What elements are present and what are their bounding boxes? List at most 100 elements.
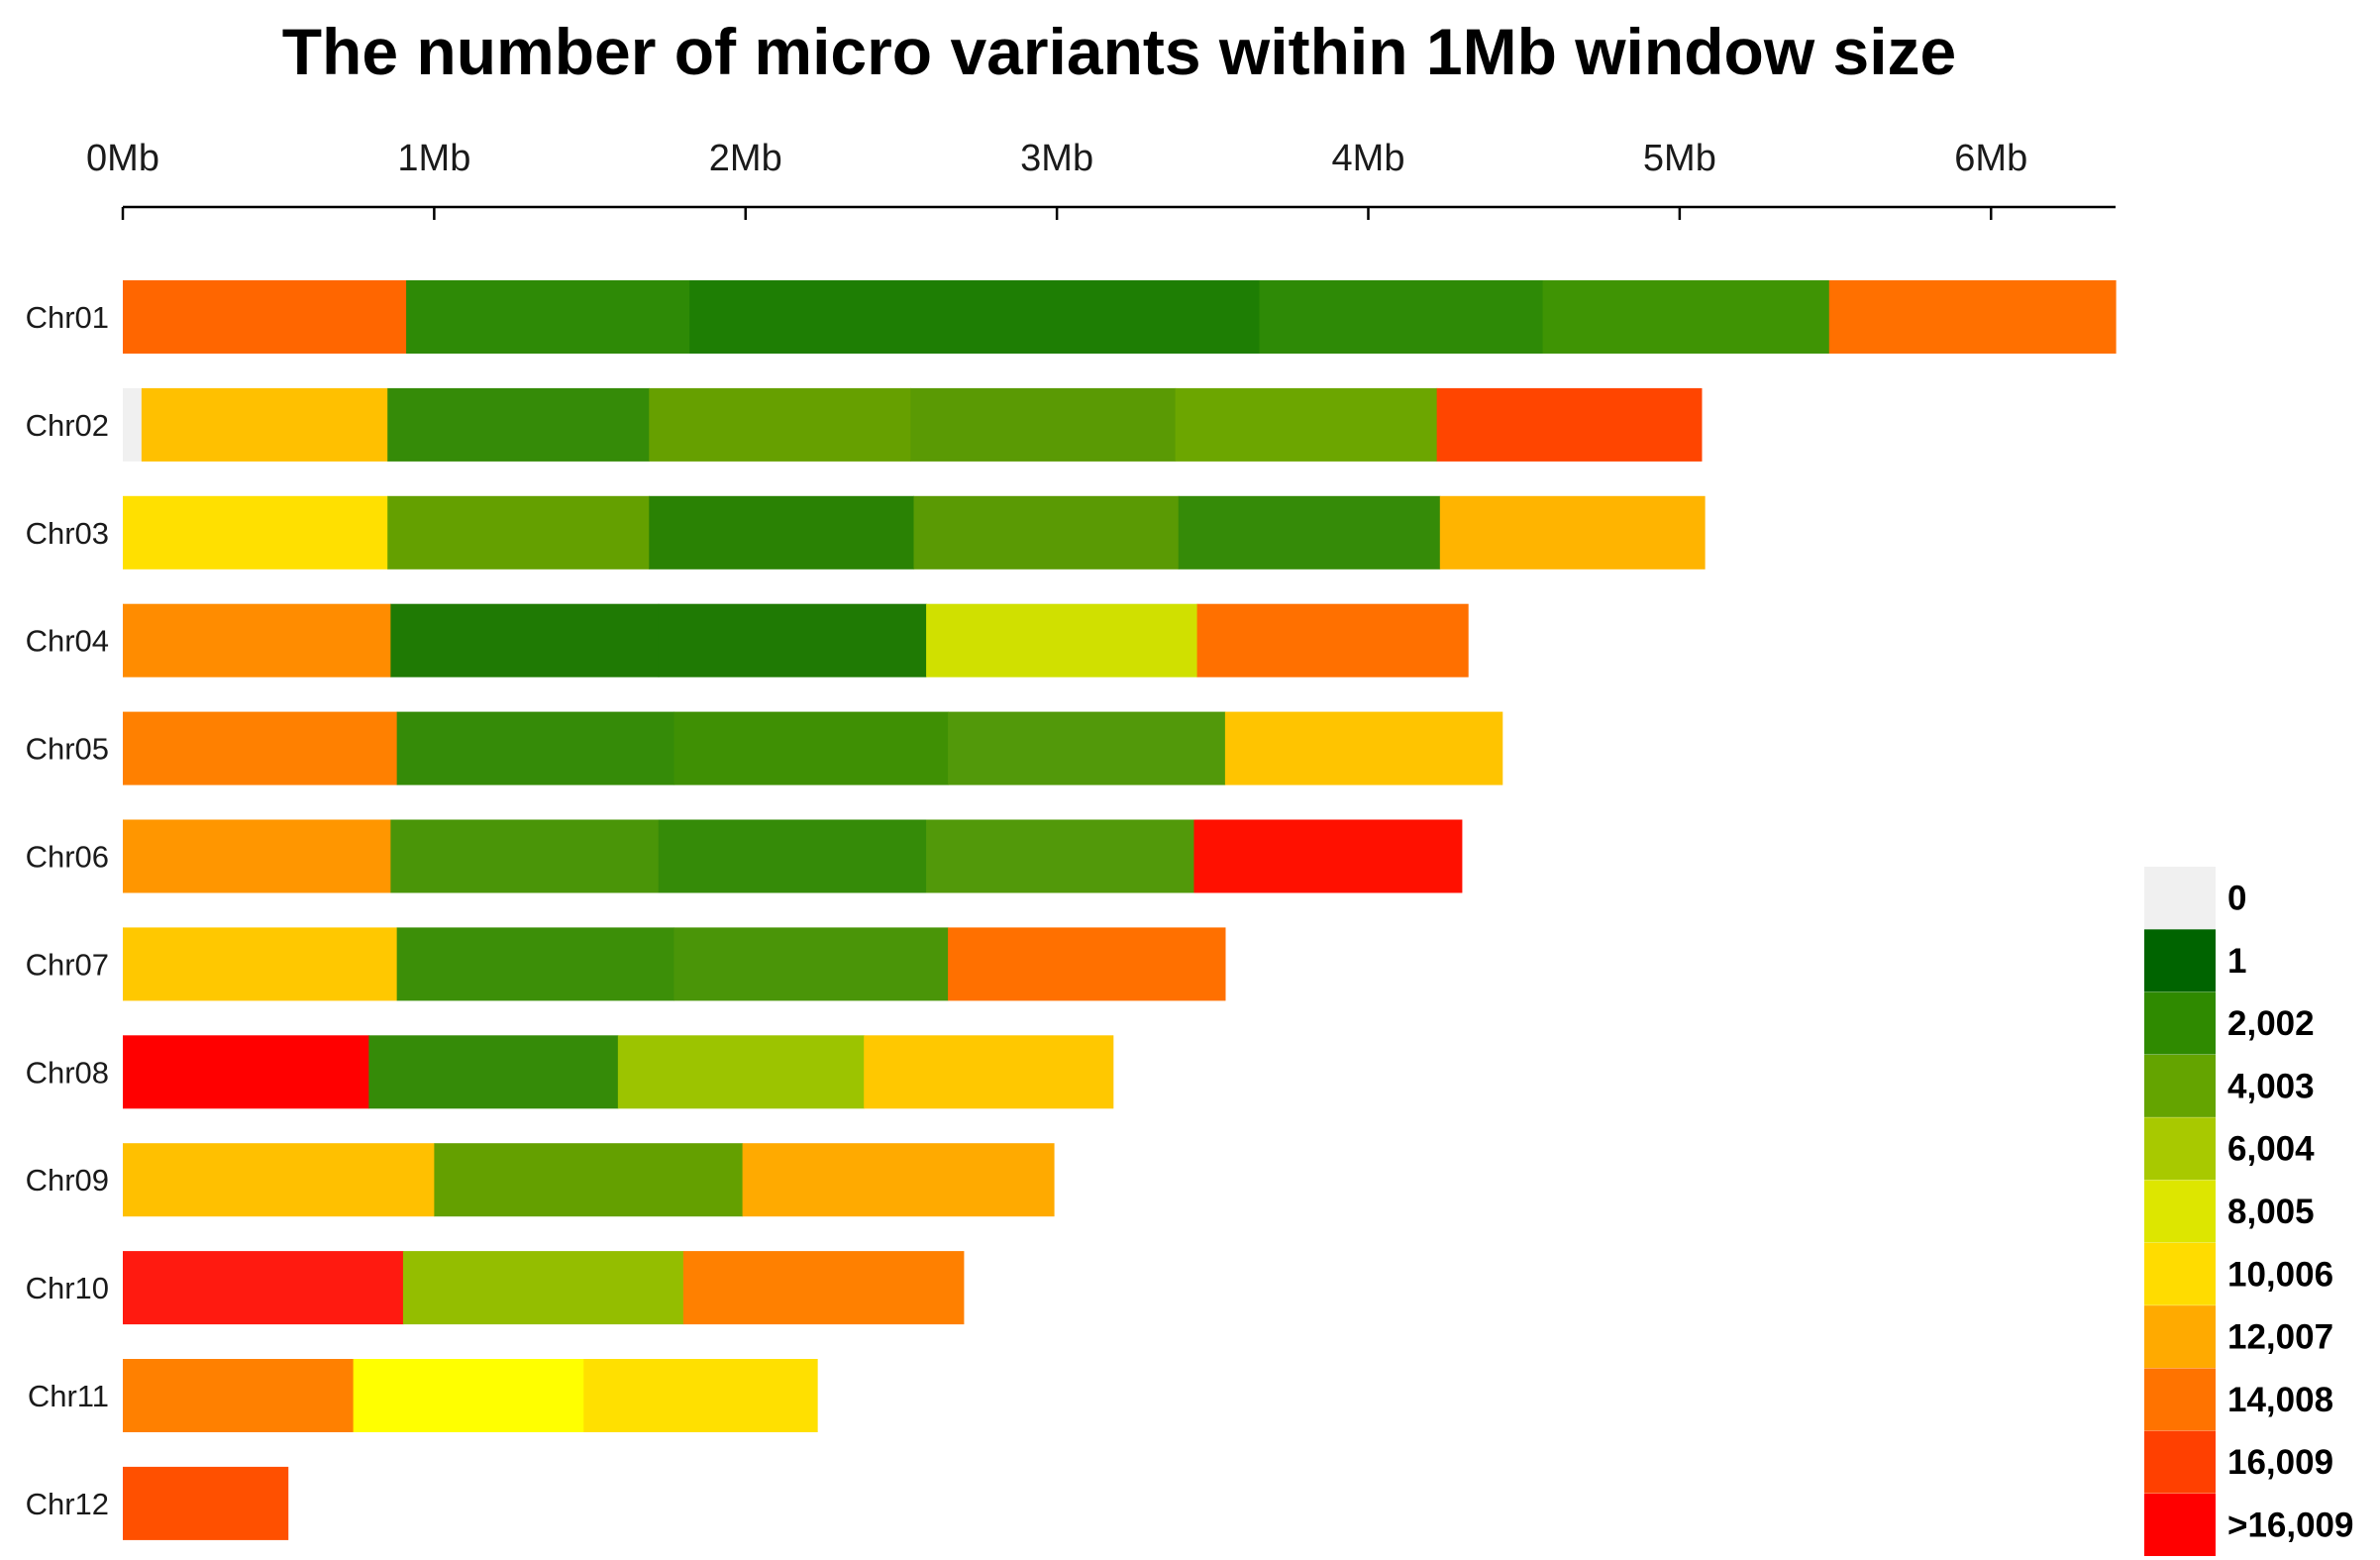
bin-segment xyxy=(658,819,927,893)
x-axis: 0Mb 1Mb 2Mb 3Mb 4Mb 5Mb 6Mb xyxy=(86,138,2116,220)
bin-segment xyxy=(682,1251,965,1325)
bin-segment xyxy=(141,387,388,462)
bin-segment xyxy=(123,1466,289,1540)
bin-segment xyxy=(353,1359,584,1432)
chromosome-labels: Chr01 Chr02 Chr03 Chr04 Chr05 Chr06 Chr07 Chr08… xyxy=(26,300,109,1521)
chromosome-label: Chr09 xyxy=(26,1163,109,1197)
x-tick-label: 6Mb xyxy=(1954,138,2027,179)
legend-swatch xyxy=(2144,1242,2216,1305)
bin-segment xyxy=(123,387,143,462)
bin-segment xyxy=(973,280,1261,354)
chromosome-bar-chr03 xyxy=(123,495,1706,570)
chromosome-bars xyxy=(123,280,2117,1540)
legend-label: >16,009 xyxy=(2227,1507,2354,1545)
chromosome-bar-chr11 xyxy=(123,1359,818,1432)
bin-segment xyxy=(123,495,388,570)
bin-segment xyxy=(434,1143,744,1217)
legend-swatch xyxy=(2144,929,2216,992)
x-tick-label: 0Mb xyxy=(86,138,159,179)
bin-segment xyxy=(948,927,1226,1001)
bin-segment xyxy=(1439,495,1706,570)
bin-segment xyxy=(673,927,949,1001)
bin-segment xyxy=(1175,387,1438,462)
chromosome-bar-chr07 xyxy=(123,927,1226,1001)
bin-segment xyxy=(123,1359,355,1432)
chromosome-bar-chr08 xyxy=(123,1035,1114,1109)
bin-segment xyxy=(1828,280,2117,354)
bin-segment xyxy=(649,495,915,570)
legend-label: 4,003 xyxy=(2227,1067,2315,1105)
legend-swatch xyxy=(2144,1494,2216,1556)
bin-segment xyxy=(583,1359,818,1432)
bin-segment xyxy=(926,603,1198,677)
chromosome-label: Chr02 xyxy=(26,408,109,443)
bin-segment xyxy=(948,711,1226,785)
bin-segment xyxy=(390,603,660,677)
legend-label: 0 xyxy=(2227,880,2246,918)
legend-label: 10,006 xyxy=(2227,1255,2333,1294)
legend-swatch xyxy=(2144,1368,2216,1431)
x-tick-label: 2Mb xyxy=(709,138,782,179)
chromosome-bar-chr05 xyxy=(123,711,1503,785)
legend-label: 14,008 xyxy=(2227,1381,2333,1419)
bin-segment xyxy=(123,711,398,785)
bin-segment xyxy=(617,1035,865,1109)
bin-segment xyxy=(123,603,391,677)
legend: 0 1 2,002 4,003 6,004 8,005 10,006 12,007 14,008… xyxy=(2144,867,2354,1556)
legend-swatch xyxy=(2144,1430,2216,1494)
chromosome-bar-chr10 xyxy=(123,1251,965,1325)
chromosome-label: Chr10 xyxy=(26,1271,109,1305)
legend-swatch xyxy=(2144,1305,2216,1369)
bin-segment xyxy=(368,1035,619,1109)
bin-segment xyxy=(1178,495,1441,570)
chromosome-label: Chr04 xyxy=(26,624,109,659)
bin-segment xyxy=(864,1035,1114,1109)
chromosome-bar-chr02 xyxy=(123,387,1703,462)
legend-label: 2,002 xyxy=(2227,1004,2315,1043)
bin-segment xyxy=(913,495,1180,570)
chromosome-label: Chr08 xyxy=(26,1055,109,1090)
chromosome-label: Chr11 xyxy=(28,1379,109,1413)
chromosome-label: Chr05 xyxy=(26,732,109,767)
x-tick-label: 1Mb xyxy=(397,138,470,179)
bin-segment xyxy=(402,1251,684,1325)
x-tick-label: 4Mb xyxy=(1332,138,1405,179)
bin-segment xyxy=(123,819,391,893)
chromosome-label: Chr12 xyxy=(26,1487,109,1521)
bin-segment xyxy=(673,711,949,785)
bin-segment xyxy=(658,603,927,677)
legend-label: 6,004 xyxy=(2227,1130,2315,1169)
chromosome-bar-chr12 xyxy=(123,1466,289,1540)
legend-swatch xyxy=(2144,1054,2216,1117)
x-tick-label: 3Mb xyxy=(1020,138,1093,179)
x-tick-label: 5Mb xyxy=(1643,138,1716,179)
chromosome-label: Chr01 xyxy=(26,300,109,335)
chromosome-bar-chr04 xyxy=(123,603,1469,677)
chromosome-label: Chr03 xyxy=(26,516,109,551)
bin-segment xyxy=(123,927,398,1001)
chromosome-bar-chr01 xyxy=(123,280,2117,354)
bin-segment xyxy=(910,387,1177,462)
legend-label: 1 xyxy=(2227,942,2246,981)
bin-segment xyxy=(387,387,650,462)
bin-segment xyxy=(390,819,660,893)
legend-swatch xyxy=(2144,1117,2216,1181)
bin-segment xyxy=(123,1035,369,1109)
bin-segment xyxy=(123,1143,435,1217)
chromosome-bar-chr06 xyxy=(123,819,1463,893)
bin-segment xyxy=(406,280,690,354)
chart-title: The number of micro variants within 1Mb … xyxy=(282,15,1957,88)
legend-label: 8,005 xyxy=(2227,1193,2315,1231)
bin-segment xyxy=(396,711,675,785)
bin-segment xyxy=(123,280,407,354)
bin-segment xyxy=(742,1143,1055,1217)
bin-segment xyxy=(649,387,911,462)
chromosome-label: Chr06 xyxy=(26,840,109,875)
bin-segment xyxy=(1542,280,1830,354)
bin-segment xyxy=(123,1251,404,1325)
bin-segment xyxy=(1224,711,1503,785)
bin-segment xyxy=(1196,603,1469,677)
bin-segment xyxy=(1436,387,1703,462)
bin-segment xyxy=(689,280,974,354)
